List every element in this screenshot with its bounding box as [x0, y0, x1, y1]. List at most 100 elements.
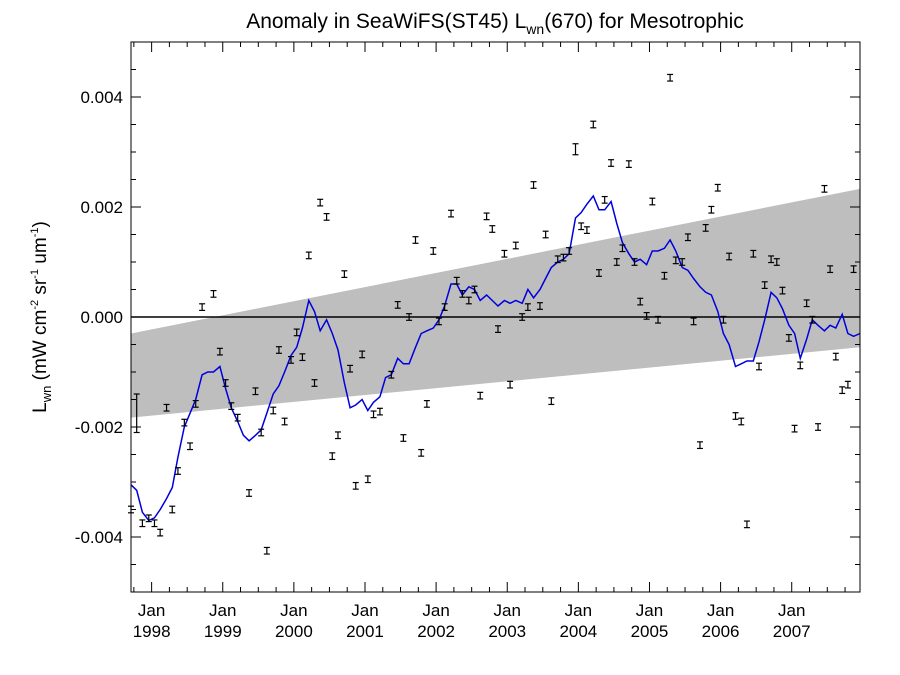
data-point-6	[163, 403, 170, 412]
data-point-17	[234, 413, 241, 422]
data-point-99	[732, 412, 739, 420]
data-point-97	[720, 315, 727, 324]
data-point-22	[270, 406, 277, 415]
data-point-108	[785, 334, 792, 342]
data-point-8	[174, 467, 181, 475]
data-point-16	[228, 402, 235, 410]
x-tick-month: Jan	[778, 601, 805, 620]
data-point-87	[661, 271, 668, 280]
data-point-82	[631, 258, 638, 266]
data-point-26	[293, 328, 300, 337]
data-point-36	[352, 481, 359, 490]
data-point-67	[542, 230, 549, 239]
data-point-107	[779, 286, 786, 295]
data-point-74	[583, 226, 590, 234]
data-point-86	[655, 315, 662, 324]
data-point-52	[453, 276, 460, 285]
data-point-50	[441, 303, 448, 311]
data-point-112	[809, 315, 816, 324]
data-point-10	[187, 442, 194, 451]
data-point-42	[394, 301, 401, 309]
x-tick-month: Jan	[422, 601, 449, 620]
x-tick-month: Jan	[209, 601, 236, 620]
data-point-7	[169, 505, 176, 514]
data-point-77	[601, 195, 608, 204]
data-point-110	[797, 361, 804, 370]
data-point-111	[803, 299, 810, 308]
data-point-113	[815, 423, 822, 431]
data-point-118	[844, 380, 851, 389]
data-point-88	[667, 73, 674, 82]
chart-title: Anomaly in SeaWiFS(ST45) Lwn(670) for Me…	[246, 10, 744, 37]
data-point-27	[299, 353, 306, 362]
data-point-63	[519, 313, 526, 321]
data-point-28	[305, 251, 312, 260]
data-point-37	[359, 350, 366, 359]
data-point-59	[494, 325, 501, 333]
data-point-83	[637, 297, 644, 306]
data-point-11	[192, 400, 199, 408]
data-point-61	[507, 380, 514, 389]
data-point-73	[578, 222, 585, 231]
data-point-94	[702, 224, 709, 232]
data-point-33	[334, 431, 341, 440]
data-point-20	[258, 428, 265, 437]
data-point-76	[595, 269, 602, 277]
y-axis-label: Lwn (mW cm-2 sr-1 um-1)	[29, 221, 54, 413]
data-point-32	[329, 452, 336, 461]
data-point-44	[406, 313, 413, 321]
x-tick-year: 2003	[488, 622, 526, 641]
data-point-57	[483, 212, 490, 221]
data-point-68	[548, 397, 555, 406]
x-tick-year: 2006	[702, 622, 740, 641]
data-point-106	[773, 258, 780, 266]
x-tick-year: 1998	[133, 622, 171, 641]
chart-title-main: Anomaly in SeaWiFS(ST45) L	[246, 10, 526, 33]
data-points-layer	[128, 73, 857, 555]
data-point-89	[672, 256, 679, 265]
chart-title-end: (670) for Mesotrophic	[544, 10, 744, 33]
y-tick-label: 0.004	[80, 88, 123, 107]
data-point-21	[263, 546, 270, 555]
data-point-80	[619, 244, 626, 253]
data-point-62	[512, 241, 519, 250]
data-point-72	[572, 143, 579, 156]
data-point-92	[690, 317, 697, 326]
data-point-46	[418, 448, 425, 457]
data-point-1	[133, 393, 140, 434]
data-point-60	[501, 249, 508, 258]
data-point-41	[388, 370, 395, 379]
data-point-71	[566, 247, 573, 255]
x-tick-year: 2004	[559, 622, 597, 641]
data-point-13	[210, 290, 217, 298]
x-tick-year: 2001	[346, 622, 384, 641]
data-point-30	[317, 198, 324, 207]
data-point-15	[222, 379, 229, 387]
data-point-64	[524, 303, 531, 311]
data-point-100	[738, 417, 745, 426]
y-tick-label: 0.002	[80, 198, 123, 217]
data-point-101	[743, 520, 750, 529]
data-point-93	[696, 441, 703, 450]
smooth-line-layer	[130, 194, 861, 522]
x-tick-month: Jan	[565, 601, 592, 620]
y-tick-label: -0.002	[75, 418, 123, 437]
data-point-91	[684, 233, 691, 242]
data-point-23	[275, 346, 282, 354]
data-point-117	[839, 386, 846, 395]
data-point-40	[376, 407, 383, 416]
data-point-5	[157, 528, 164, 537]
data-point-18	[246, 489, 253, 497]
x-tick-year: 1999	[204, 622, 242, 641]
data-point-12	[199, 303, 206, 311]
data-point-116	[832, 352, 839, 361]
data-point-24	[281, 417, 288, 426]
data-point-56	[477, 391, 484, 400]
data-point-51	[448, 209, 455, 218]
data-point-3	[145, 514, 152, 523]
x-tick-year: 2007	[773, 622, 811, 641]
x-tick-year: 2005	[631, 622, 669, 641]
data-point-49	[435, 317, 442, 326]
data-point-66	[536, 302, 543, 310]
